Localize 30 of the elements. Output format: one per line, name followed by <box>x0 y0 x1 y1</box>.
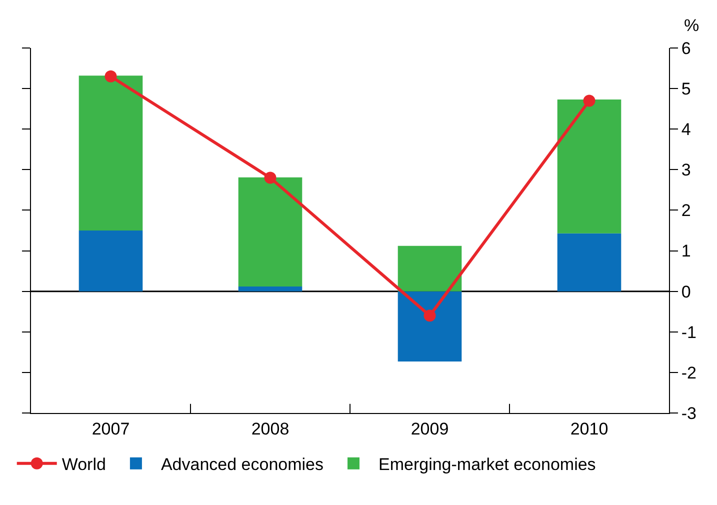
bar <box>557 100 622 234</box>
bar <box>238 177 302 286</box>
point <box>424 310 436 322</box>
point <box>104 70 117 82</box>
y-tick-label: 0 <box>681 282 691 302</box>
legend-label: Advanced economies <box>160 455 324 474</box>
y-tick-label: 2 <box>681 201 691 220</box>
x-tick-label: 2009 <box>410 419 449 438</box>
y-tick-label: 1 <box>681 242 691 261</box>
legend-label: World <box>62 455 106 474</box>
bar <box>398 291 462 362</box>
bar <box>557 233 622 292</box>
y-tick-label: -2 <box>681 363 697 382</box>
x-tick-label: 2007 <box>92 419 130 438</box>
y-axis-title: % <box>684 16 700 35</box>
y-tick-label: -3 <box>681 404 697 423</box>
point <box>264 172 276 184</box>
y-tick-label: 6 <box>681 38 691 58</box>
x-tick-label: 2008 <box>251 419 290 438</box>
legend-label: Emerging-market economies <box>378 455 596 474</box>
bar <box>238 286 302 292</box>
y-tick-label: 3 <box>681 160 691 180</box>
y-tick-label: -1 <box>681 322 697 342</box>
x-tick-label: 2010 <box>570 419 608 438</box>
point <box>583 94 596 107</box>
bar <box>78 230 143 292</box>
y-tick-label: 5 <box>681 80 691 99</box>
y-tick-label: 4 <box>681 120 691 140</box>
bar <box>78 76 143 230</box>
bar <box>398 246 462 292</box>
